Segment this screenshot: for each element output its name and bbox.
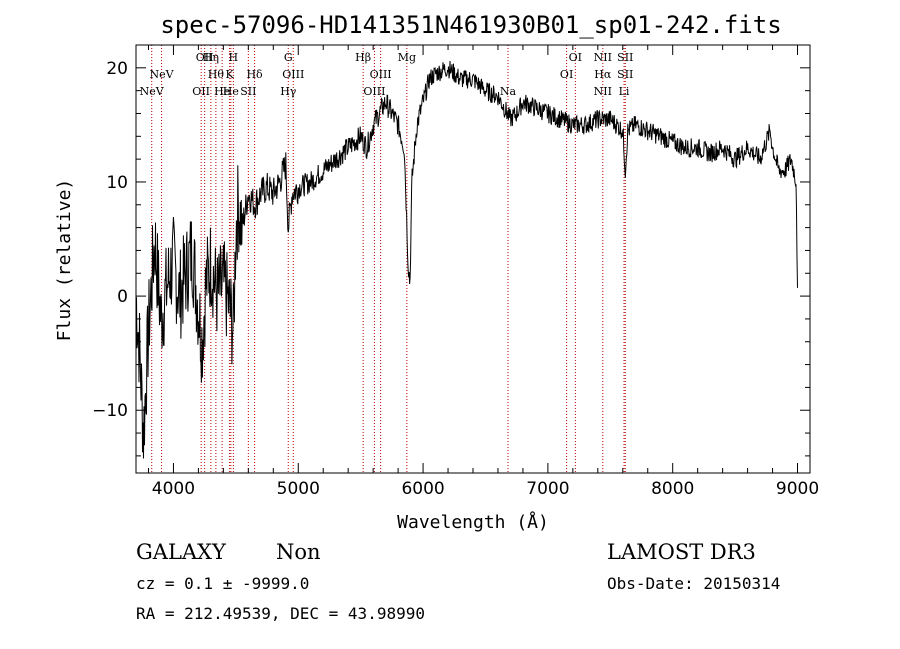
emission-line-label: SII [617, 51, 633, 64]
redshift-line: cz = 0.1 ± -9999.0 [136, 574, 309, 593]
emission-line-label: NeV [140, 85, 165, 98]
emission-line-label: NII [594, 85, 612, 98]
axis-ticks: 4000 5000 6000 7000 8000 9000 −10 0 10 20 [92, 44, 819, 499]
x-tick-label: 4000 [152, 479, 195, 499]
emission-line-label: SII [240, 85, 256, 98]
y-tick-label: 20 [106, 59, 128, 79]
emission-line-label: OI [569, 51, 582, 64]
x-tick-label: 5000 [277, 479, 320, 499]
y-tick-label: −10 [92, 401, 128, 421]
emission-line-label: SII [617, 68, 633, 81]
emission-line-markers [151, 45, 626, 473]
x-tick-label: 9000 [776, 479, 819, 499]
emission-line-label: G [284, 51, 293, 64]
emission-line-label: OII [196, 51, 214, 64]
object-class: GALAXY [136, 540, 227, 564]
x-tick-label: 8000 [651, 479, 694, 499]
emission-line-label: Hθ [208, 68, 225, 81]
y-axis-label: Flux (relative) [54, 179, 75, 342]
y-tick-label: 10 [106, 173, 128, 193]
emission-line-label: Mg [398, 51, 416, 64]
y-tick-label: 0 [117, 287, 128, 307]
survey-name: LAMOST DR3 [607, 540, 756, 564]
x-tick-label: 7000 [526, 479, 569, 499]
emission-line-label: He [223, 85, 239, 98]
emission-line-label: Hα [594, 68, 612, 81]
emission-line-label: NeV [150, 68, 175, 81]
emission-line-label: Na [500, 85, 517, 98]
emission-line-label: OIII [282, 68, 304, 81]
emission-line-label: NII [594, 51, 612, 64]
emission-line-label: OII [192, 85, 210, 98]
x-tick-label: 6000 [401, 479, 444, 499]
object-subclass: Non [276, 540, 321, 564]
emission-line-label: Hγ [280, 85, 297, 98]
emission-line-label: OI [560, 68, 573, 81]
ra-dec-line: RA = 212.49539, DEC = 43.98990 [136, 604, 425, 623]
emission-line-label: OIII [363, 85, 385, 98]
emission-line-label: OIII [370, 68, 392, 81]
emission-line-labels: NeVNeVOIIOIIHηHθHeHKHeHδSIIGOIIIHγHβOIII… [140, 51, 634, 98]
emission-line-label: K [226, 68, 235, 81]
x-axis-label: Wavelength (Å) [397, 511, 549, 533]
flux-series-line [135, 60, 798, 459]
obs-date: Obs-Date: 20150314 [607, 574, 780, 593]
emission-line-label: Hη [203, 51, 219, 64]
emission-line-label: H [229, 51, 239, 64]
emission-line-label: Li [619, 85, 630, 98]
emission-line-label: Hβ [355, 51, 371, 64]
emission-line-label: He [214, 85, 230, 98]
chart-title: spec-57096-HD141351N461930B01_sp01-242.f… [160, 11, 781, 39]
emission-line-label: Hδ [246, 68, 263, 81]
series-layer [135, 60, 798, 459]
